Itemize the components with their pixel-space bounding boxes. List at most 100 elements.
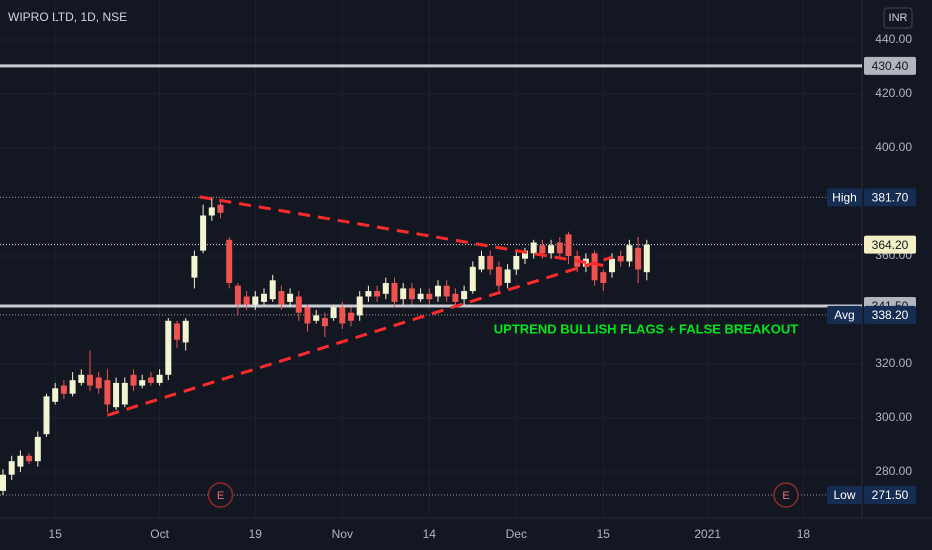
candle-body (165, 320, 172, 375)
level-name-box (827, 305, 862, 324)
candle-body (139, 380, 146, 386)
candle-body (495, 266, 502, 286)
candle-body (17, 455, 24, 467)
candle-body (339, 307, 346, 324)
candle-body (461, 291, 468, 300)
candle-body (182, 320, 189, 343)
x-tick-label: 15 (597, 527, 611, 541)
candle-body (591, 253, 598, 281)
y-tick-label: 280.00 (875, 464, 912, 478)
x-tick-label: 18 (797, 527, 811, 541)
y-tick-label: 440.00 (875, 32, 912, 46)
level-name-label: High (832, 191, 857, 205)
level-value-label: 271.50 (872, 488, 909, 502)
candle-body (252, 296, 259, 305)
candle-body (8, 461, 15, 475)
candle-body (548, 245, 555, 254)
candle-body (626, 245, 633, 262)
candle-body (374, 291, 381, 297)
candle-body (243, 296, 250, 305)
candle-body (469, 266, 476, 292)
x-tick-label: Oct (150, 527, 169, 541)
candle-body (69, 380, 76, 394)
candle-body (600, 272, 607, 283)
candle-body (104, 380, 111, 405)
candle-body (408, 288, 415, 300)
event-marker (207, 482, 234, 508)
level-name-box (827, 485, 862, 504)
candle-body (304, 307, 311, 324)
level-value-box (864, 305, 916, 324)
level-value-label: 430.40 (872, 59, 909, 73)
candle-body (504, 269, 511, 283)
candle-body (530, 242, 537, 254)
chart-title: WIPRO LTD, 1D, NSE (8, 10, 127, 24)
currency-label[interactable]: INR (889, 12, 908, 24)
x-tick-label: 2021 (694, 527, 721, 541)
candle-body (261, 293, 267, 302)
level-name-label: Low (833, 488, 855, 502)
candle-body (52, 388, 59, 402)
candle-body (191, 255, 198, 278)
candle-body (539, 245, 546, 254)
candle-body (435, 285, 441, 297)
candle-body (452, 293, 459, 302)
level-value-box (864, 188, 916, 207)
candle-body (487, 255, 494, 270)
x-tick-label: 15 (49, 527, 63, 541)
event-label: E (782, 490, 789, 502)
level-value-box (864, 485, 916, 504)
level-value-label: 364.20 (872, 238, 909, 252)
candle-body (147, 377, 154, 383)
level-name-box (827, 188, 862, 207)
candle-body (356, 296, 363, 316)
candle-body (87, 374, 93, 386)
x-tick-label: 19 (249, 527, 263, 541)
candle-body (556, 242, 563, 254)
annotation: UPTREND BULLISH FLAGS + FALSE BREAKOUT (494, 321, 798, 336)
candle-body (217, 204, 224, 213)
candle-body (174, 323, 180, 340)
candle-body (382, 282, 389, 294)
candle-body (443, 285, 450, 297)
candle-body (200, 215, 207, 251)
trend-line (199, 195, 604, 267)
candle-body (208, 207, 215, 216)
candle-body (121, 382, 128, 405)
trend-line (106, 255, 613, 417)
candle-body (365, 291, 372, 297)
candle-body (295, 296, 302, 313)
candle-body (34, 436, 41, 462)
candle-body (348, 312, 354, 321)
candle-body (269, 280, 276, 300)
level-value-label: 338.20 (872, 308, 909, 322)
candle-body (321, 318, 328, 327)
y-tick-label: 320.00 (875, 356, 912, 370)
candle-body (391, 282, 398, 302)
candle-body (156, 374, 163, 383)
y-tick-label: 300.00 (875, 410, 912, 424)
candle-body (287, 293, 294, 302)
level-value-box (864, 235, 916, 254)
candle-body (513, 255, 520, 270)
candle-body (400, 288, 407, 300)
event-label: E (217, 490, 224, 502)
candle-body (226, 239, 233, 283)
candle-body (60, 385, 67, 394)
level-name-label: Avg (834, 308, 854, 322)
candle-body (426, 293, 433, 300)
currency-button[interactable] (883, 7, 913, 29)
candle-body (0, 474, 6, 491)
candle-body (43, 396, 50, 435)
candle-body (478, 255, 485, 270)
candle-body (565, 234, 572, 256)
candle-body (113, 382, 120, 408)
candle-body (417, 293, 424, 300)
candle-body (617, 255, 624, 262)
candle-body (130, 374, 137, 386)
candle-body (330, 307, 337, 319)
x-tick-label: 14 (423, 527, 437, 541)
